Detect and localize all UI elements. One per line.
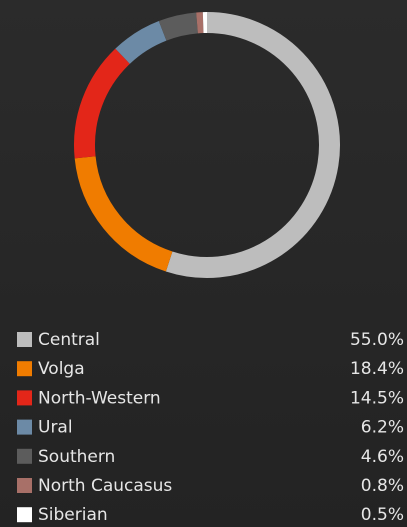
legend-swatch bbox=[17, 390, 32, 406]
donut-segment bbox=[115, 21, 167, 65]
legend-value: 0.8% bbox=[361, 476, 404, 496]
legend-value: 4.6% bbox=[361, 447, 404, 467]
legend-label: Southern bbox=[38, 447, 115, 467]
legend-label: Volga bbox=[38, 359, 85, 379]
legend-value: 55.0% bbox=[350, 330, 404, 350]
legend-label: Central bbox=[38, 330, 100, 350]
legend-swatch bbox=[17, 419, 32, 435]
legend-value: 6.2% bbox=[361, 418, 404, 438]
legend-label: Siberian bbox=[38, 505, 108, 525]
legend-swatch bbox=[17, 361, 32, 377]
legend-swatch bbox=[17, 332, 32, 347]
legend-value: 0.5% bbox=[361, 505, 404, 525]
legend-swatch bbox=[17, 448, 32, 464]
donut-segment bbox=[165, 12, 340, 278]
donut-segment bbox=[74, 48, 131, 159]
legend-value: 18.4% bbox=[350, 359, 404, 379]
donut-segment bbox=[74, 155, 173, 272]
legend-swatch bbox=[17, 507, 32, 523]
legend-swatch bbox=[17, 478, 32, 493]
donut-segment bbox=[158, 12, 199, 41]
legend-label: Ural bbox=[38, 418, 73, 438]
legend-value: 14.5% bbox=[350, 388, 404, 408]
legend-label: North-Western bbox=[38, 388, 161, 408]
legend-label: North Caucasus bbox=[38, 476, 172, 496]
